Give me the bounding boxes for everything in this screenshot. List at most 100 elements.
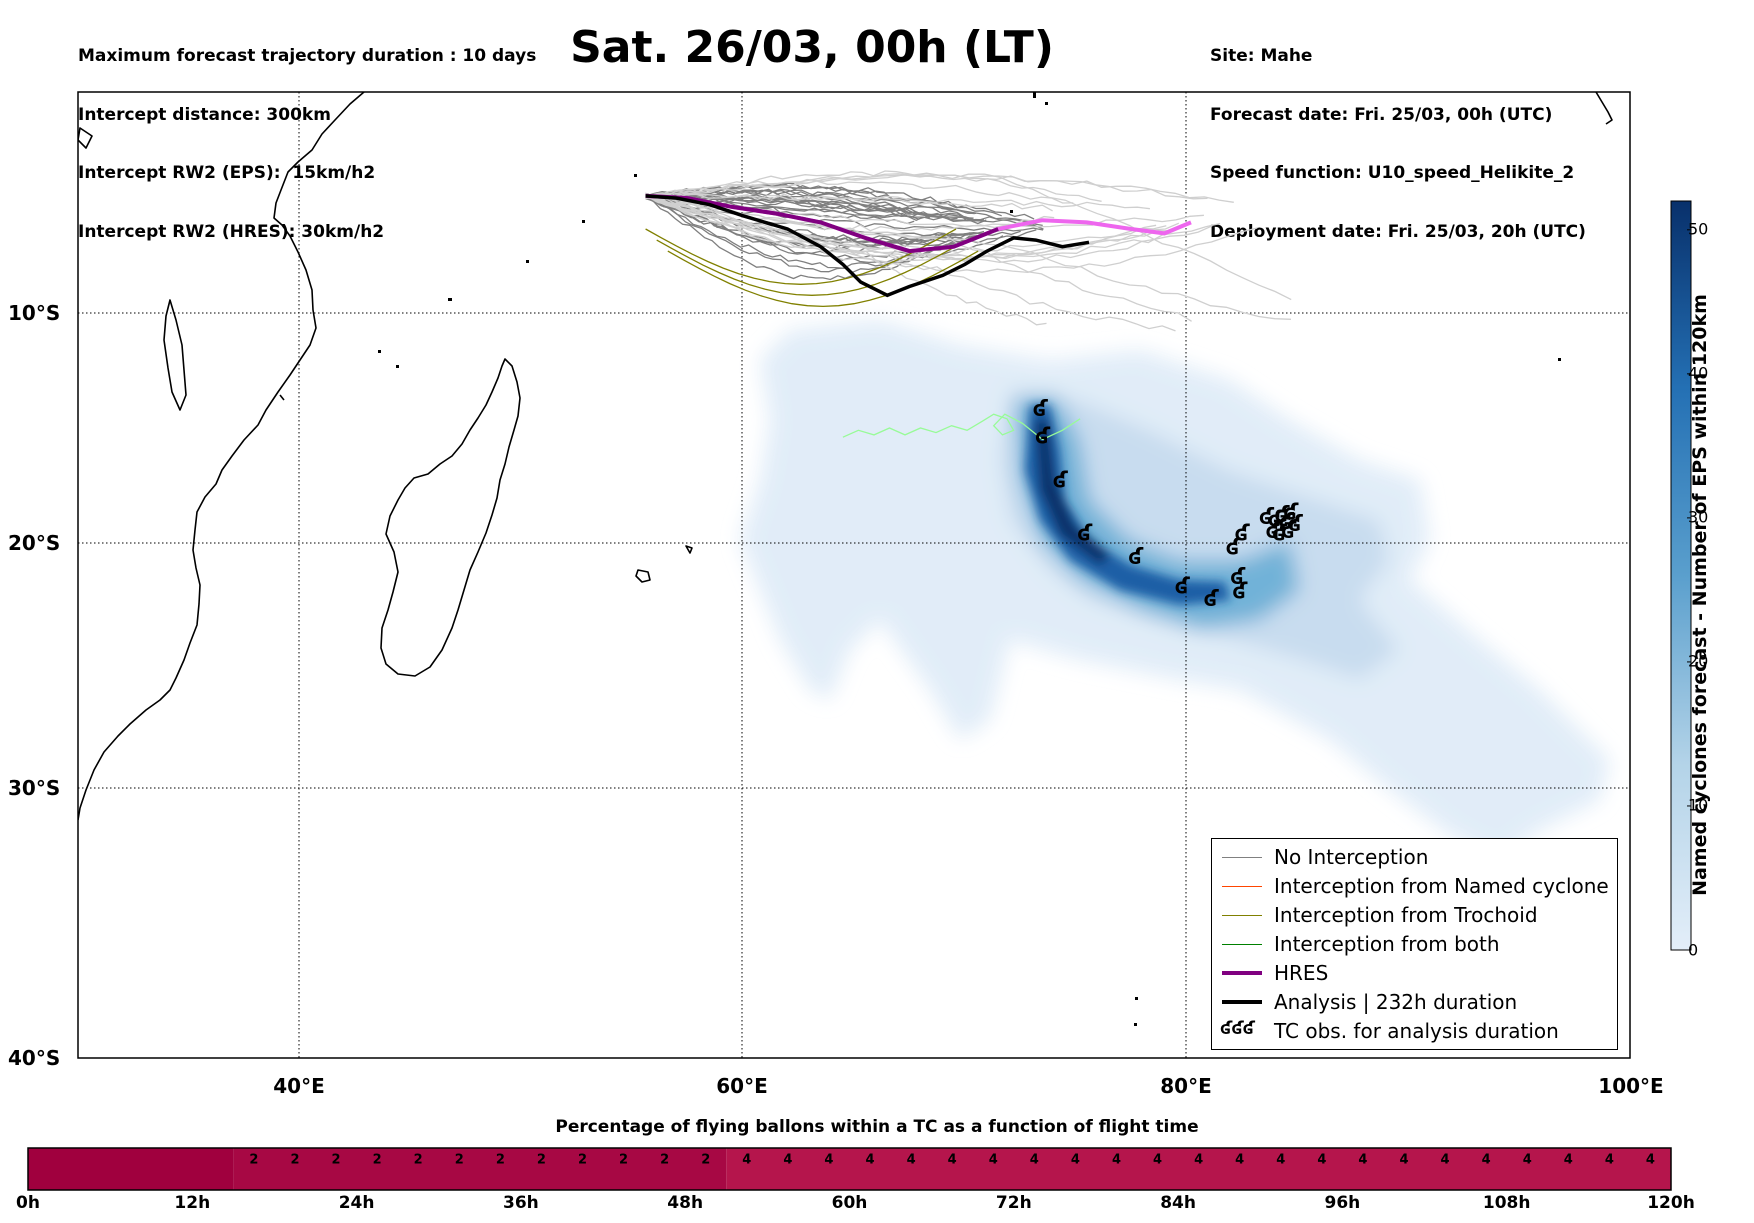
lon-label-60e: 60°E	[716, 1074, 768, 1098]
legend-item-tc-obs: ʛʛʛ TC obs. for analysis duration	[1212, 1017, 1617, 1046]
tc-observation-icon: ʛ	[1268, 508, 1284, 533]
colorbar-tick-label: 30	[1688, 507, 1709, 527]
timebar-value: 4	[1645, 1152, 1655, 1168]
timebar-value: 4	[1317, 1152, 1327, 1168]
timebar-value: 2	[331, 1152, 341, 1168]
madagascar-coastline	[380, 358, 521, 677]
timebar-value: 4	[1399, 1152, 1409, 1168]
timebar-value: 4	[1194, 1152, 1204, 1168]
tc-observation-icon: ʛ	[1230, 565, 1246, 590]
timebar-segment	[726, 1148, 1671, 1190]
analysis-track	[645, 194, 1090, 298]
tc-observation-icon: ʛ	[1175, 575, 1191, 600]
timebar-tick-label: 24h	[338, 1193, 375, 1213]
flight-time-bar	[27, 1147, 1672, 1191]
header-line: Deployment date: Fri. 25/03, 20h (UTC)	[1210, 221, 1586, 242]
eps-trajectory	[645, 196, 1167, 254]
legend-label: Interception from both	[1274, 932, 1500, 956]
timebar-tick-label: 84h	[1160, 1193, 1196, 1213]
timebar-tick-label: 36h	[503, 1193, 539, 1213]
island-mahe	[634, 174, 637, 177]
lat-label-20s: 20°S	[8, 531, 61, 555]
legend-swatch	[1222, 857, 1262, 858]
timebar-title: Percentage of flying ballons within a TC…	[555, 1117, 1199, 1137]
eps-trajectory	[645, 172, 1208, 200]
timebar-value: 4	[865, 1152, 875, 1168]
timebar-value: 4	[1481, 1152, 1491, 1168]
eps-trajectory	[645, 192, 1021, 246]
island	[582, 220, 585, 223]
colorbar-tick-label: 0	[1688, 940, 1699, 960]
island	[448, 298, 452, 301]
timebar-segment	[28, 1148, 234, 1190]
special-tracks	[645, 193, 1192, 441]
lon-label-100e: 100°E	[1598, 1074, 1664, 1098]
lat-label-30s: 30°S	[8, 776, 61, 800]
timebar-tick-label: 0h	[16, 1193, 40, 1213]
legend-item-analysis: Analysis | 232h duration	[1212, 988, 1617, 1017]
timebar-value: 2	[536, 1152, 546, 1168]
legend: No Interception Interception from Named …	[1211, 838, 1618, 1050]
eps-trajectory-trochoid	[656, 239, 968, 296]
timebar-value: 4	[1153, 1152, 1163, 1168]
eps-trajectory	[645, 189, 931, 219]
lon-label-80e: 80°E	[1160, 1074, 1212, 1098]
timebar-value: 4	[906, 1152, 916, 1168]
eps-trajectory	[645, 197, 963, 269]
timebar-tick-label: 108h	[1482, 1193, 1531, 1213]
island	[1045, 102, 1048, 105]
timebar-value: 4	[1029, 1152, 1039, 1168]
colorbar-tick-label: 10	[1688, 795, 1709, 815]
africa-coastline	[78, 92, 365, 821]
tc-symbol-icon: ʛʛʛ	[1220, 1018, 1255, 1039]
legend-label: Interception from Named cyclone	[1274, 874, 1609, 898]
header-line: Intercept RW2 (EPS): 15km/h2	[78, 163, 376, 183]
lat-label-40s: 40°S	[8, 1046, 61, 1070]
legend-label: No Interception	[1274, 845, 1429, 869]
legend-swatch	[1222, 971, 1262, 975]
header-line: Speed function: U10_speed_Helikite_2	[1210, 163, 1575, 183]
colorbar-tick-label: 50	[1688, 219, 1709, 239]
timebar-value: 2	[660, 1152, 670, 1168]
colorbar-tick-label: 20	[1688, 651, 1709, 671]
eps-trajectory	[645, 180, 1074, 204]
timebar-value: 2	[619, 1152, 629, 1168]
eps-trajectory	[645, 196, 1157, 262]
timebar-value: 4	[1235, 1152, 1245, 1168]
timebar-tick-label: 72h	[995, 1193, 1032, 1213]
timebar-tick-label: 60h	[831, 1193, 868, 1213]
eps-trajectory	[645, 194, 1186, 258]
timebar-frame	[27, 1147, 1672, 1191]
eps-trajectory	[645, 174, 1234, 203]
somalia-coastline	[78, 127, 93, 149]
island	[1010, 210, 1013, 213]
island	[1134, 1023, 1137, 1026]
timebar-value: 4	[824, 1152, 834, 1168]
timebar-value: 4	[1522, 1152, 1532, 1168]
header-line: Forecast date: Fri. 25/03, 00h (UTC)	[1210, 104, 1553, 125]
island	[378, 350, 381, 353]
timebar-value: 2	[413, 1152, 423, 1168]
timebar-tick-label: 12h	[174, 1193, 211, 1213]
legend-swatch	[1222, 1000, 1262, 1004]
legend-swatch	[1222, 944, 1262, 945]
eps-trajectory	[645, 195, 1176, 332]
legend-item-no-interception: No Interception	[1212, 843, 1617, 872]
comoros-coastline	[279, 394, 285, 401]
eps-trajectories	[645, 170, 1292, 332]
timebar-value: 2	[495, 1152, 505, 1168]
timebar-value: 2	[249, 1152, 259, 1168]
tc-observation-icon: ʛ	[1259, 505, 1275, 530]
tc-observation-icon: ʛ	[1279, 510, 1295, 535]
header-line: Intercept distance: 300km	[78, 104, 331, 125]
map-title: Sat. 26/03, 00h (LT)	[570, 22, 1054, 73]
trochoid-track	[842, 413, 1081, 441]
legend-item-both: Interception from both	[1212, 930, 1617, 959]
coastlines	[78, 92, 1613, 821]
timebar-value: 2	[290, 1152, 300, 1168]
density-peak	[1035, 420, 1110, 565]
timebar-value: 4	[988, 1152, 998, 1168]
zanzibar-coastline	[163, 299, 187, 411]
